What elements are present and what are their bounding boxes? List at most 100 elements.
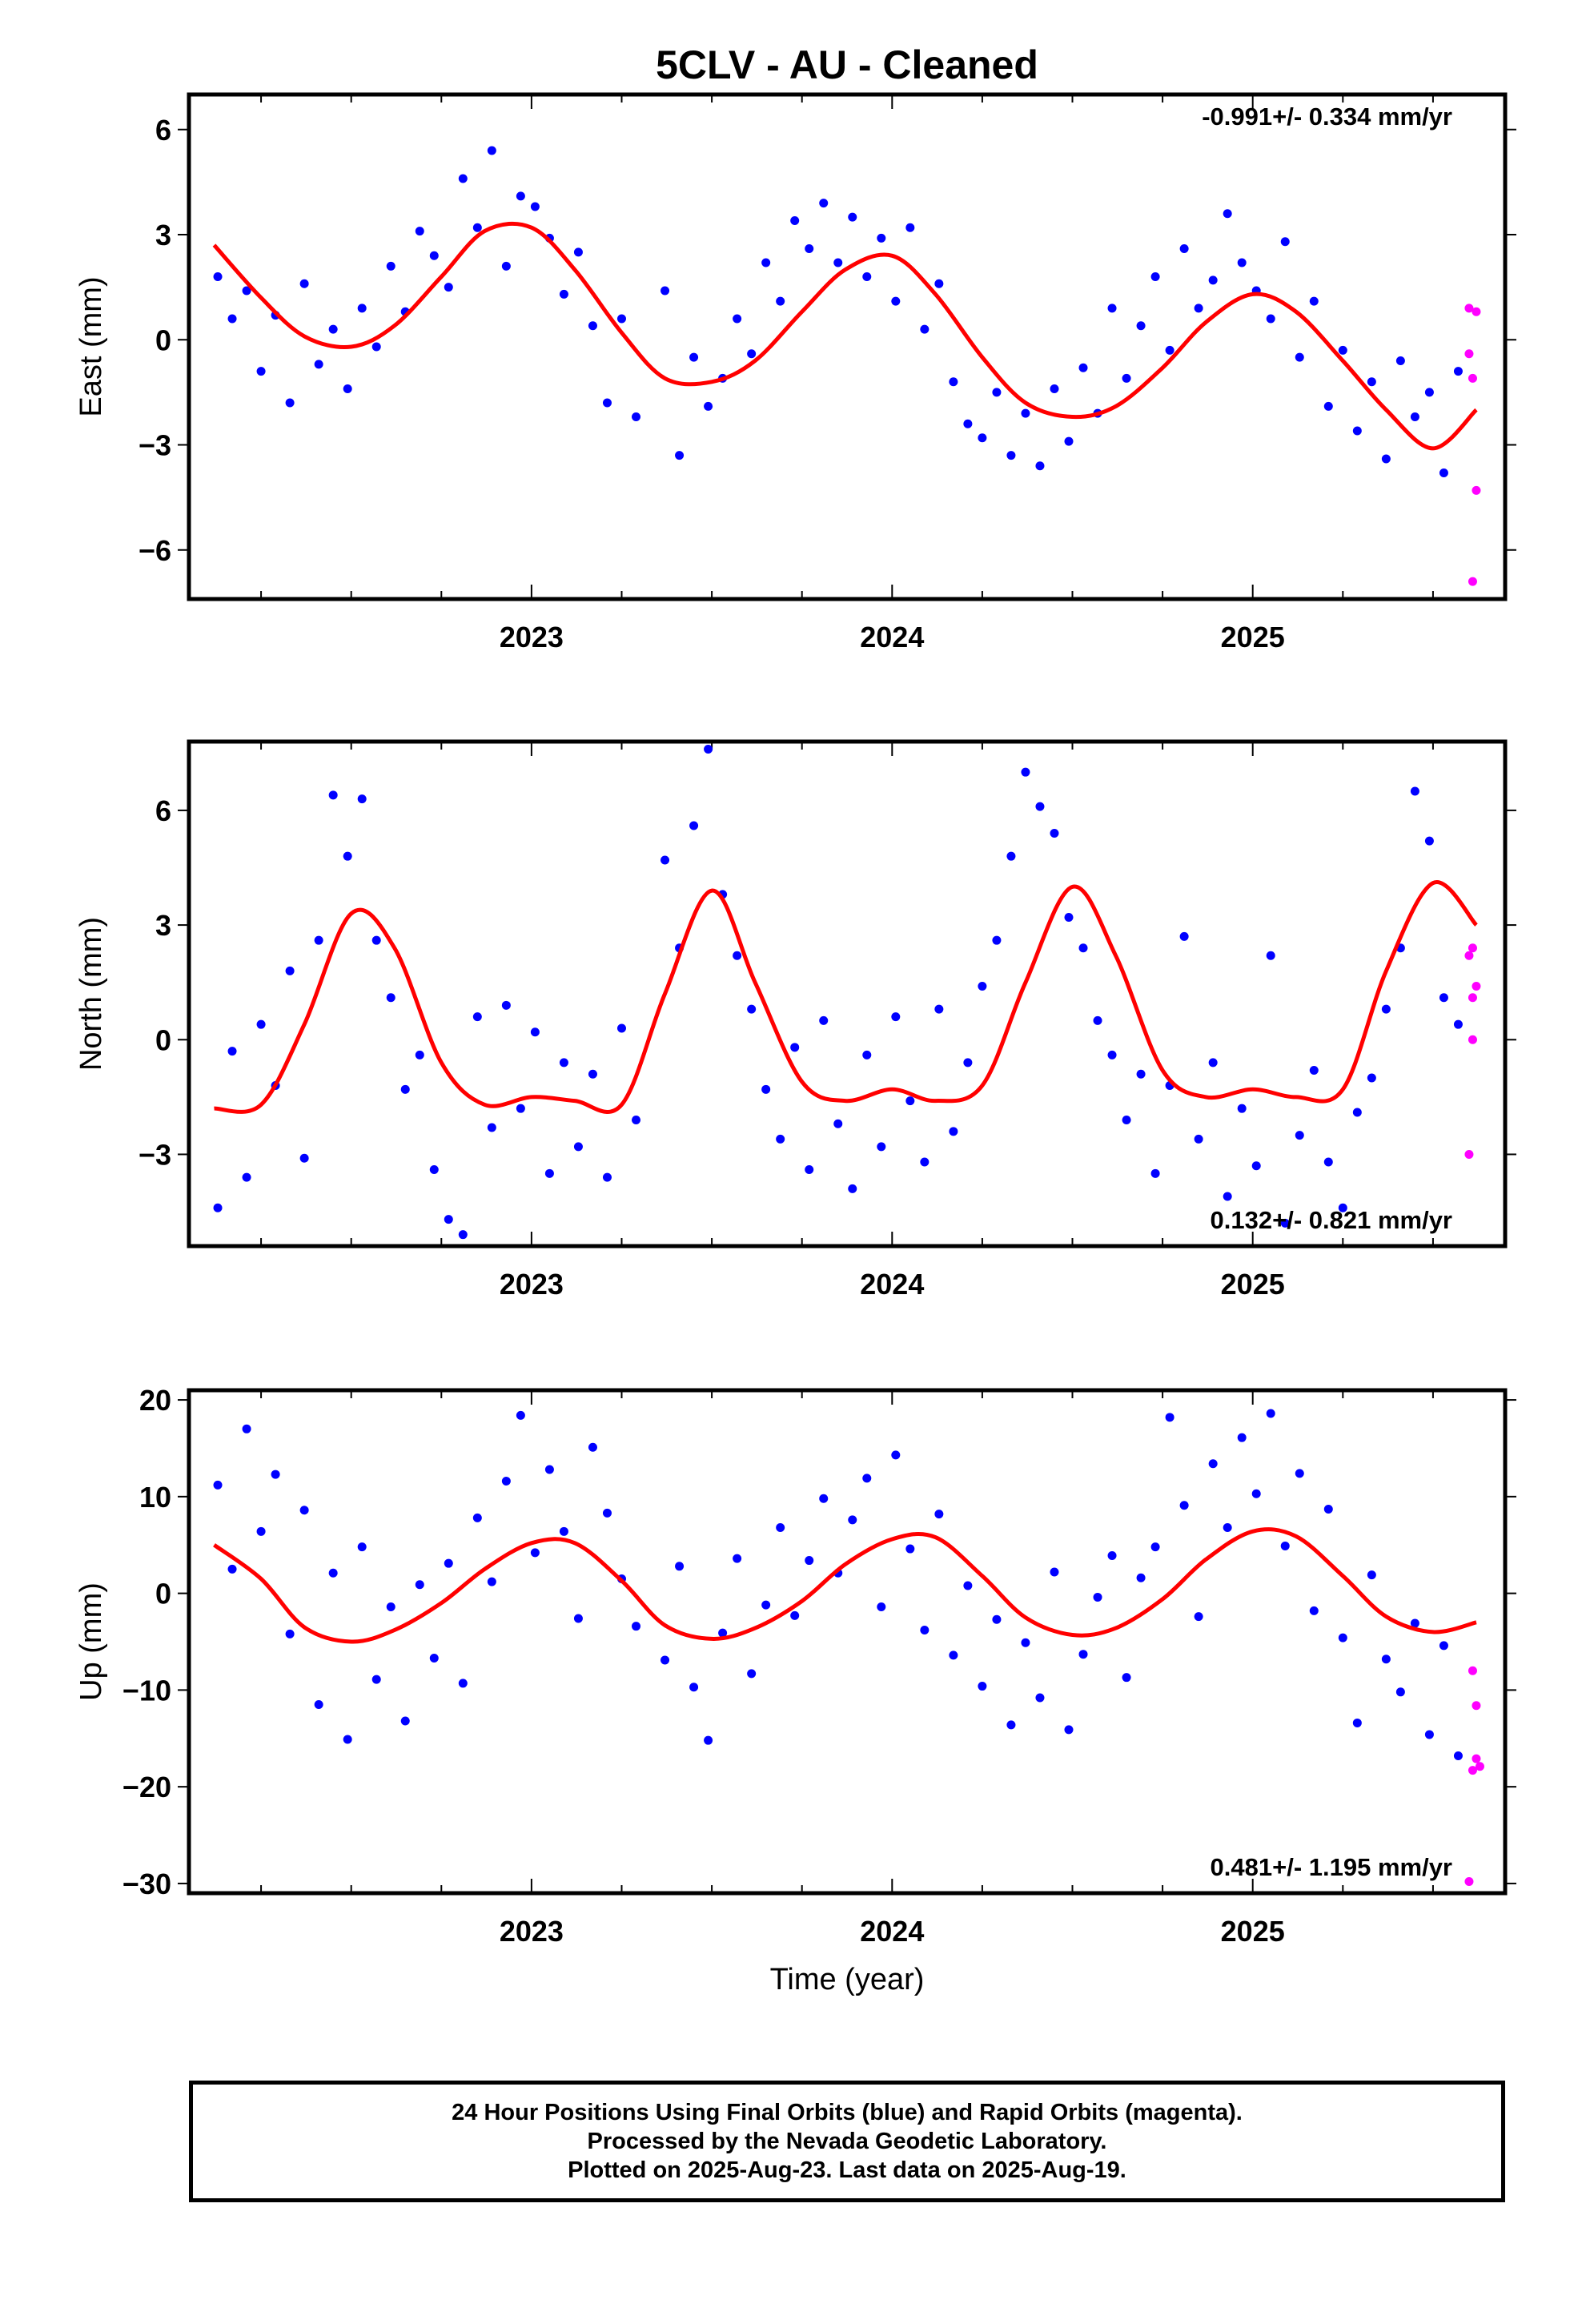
y-tick-label: 0 — [155, 1023, 171, 1056]
final-orbit-point — [1194, 304, 1203, 313]
plot-frame — [187, 92, 1508, 601]
final-orbit-point — [1165, 1413, 1174, 1422]
final-orbit-point — [1352, 1108, 1362, 1117]
y-tick-label: 0 — [155, 1578, 171, 1610]
final-orbit-point — [472, 1012, 482, 1022]
final-orbit-point — [848, 1184, 857, 1193]
final-orbit-point — [675, 451, 685, 460]
final-orbit-point — [343, 384, 352, 393]
final-orbit-point — [661, 286, 670, 296]
y-tick-label: −6 — [139, 534, 171, 567]
final-orbit-point — [1367, 377, 1376, 387]
final-orbit-point — [920, 1626, 930, 1635]
final-orbit-point — [371, 342, 381, 352]
final-orbit-point — [1424, 388, 1434, 397]
footer-line: 24 Hour Positions Using Final Orbits (bl… — [452, 2100, 1243, 2125]
rapid-orbit-point — [1468, 577, 1477, 586]
final-orbit-point — [227, 1564, 237, 1574]
final-orbit-point — [805, 1556, 814, 1566]
rapid-orbit-point — [1468, 943, 1477, 953]
final-orbit-point — [1064, 436, 1074, 446]
final-orbit-point — [415, 227, 424, 236]
final-orbit-point — [1021, 1638, 1030, 1647]
rapid-orbit-point — [1475, 1762, 1484, 1771]
final-orbit-point — [602, 1508, 612, 1518]
velocity-rate-label: 0.481+/- 1.195 mm/yr — [1211, 1853, 1452, 1881]
final-orbit-point — [1295, 1469, 1304, 1478]
plot-area — [213, 1409, 1484, 1887]
final-orbit-point — [1093, 1592, 1102, 1602]
final-orbit-point — [343, 1735, 352, 1744]
final-orbit-point — [213, 1480, 223, 1490]
final-orbit-point — [1223, 1522, 1232, 1532]
y-tick-label: −3 — [139, 1138, 171, 1171]
final-orbit-point — [1295, 352, 1304, 362]
final-orbit-point — [1078, 943, 1088, 953]
final-orbit-point — [1208, 275, 1218, 285]
final-orbit-point — [530, 202, 540, 211]
final-orbit-point — [992, 935, 1002, 945]
final-orbit-point — [934, 1004, 944, 1014]
final-orbit-point — [1237, 258, 1247, 267]
y-axis-label: Up (mm) — [74, 1582, 108, 1701]
final-orbit-point — [472, 1513, 482, 1522]
final-orbit-point — [776, 1522, 785, 1532]
final-orbit-point — [1223, 1192, 1232, 1201]
final-orbit-point — [544, 1168, 554, 1178]
final-orbit-point — [227, 314, 237, 324]
final-orbit-point — [776, 1134, 785, 1144]
final-orbit-point — [1021, 408, 1030, 418]
final-orbit-point — [1165, 345, 1174, 355]
final-orbit-point — [949, 377, 958, 387]
final-orbit-point — [602, 1172, 612, 1182]
final-orbit-point — [1280, 237, 1290, 247]
final-orbit-point — [271, 1470, 280, 1479]
final-orbit-point — [862, 1474, 872, 1483]
final-orbit-point — [920, 324, 930, 334]
final-orbit-point — [891, 1450, 901, 1460]
chart-title: 5CLV - AU - Cleaned — [656, 42, 1038, 87]
final-orbit-point — [343, 851, 352, 861]
x-tick-label: 2023 — [500, 621, 564, 653]
final-orbit-point — [1352, 1718, 1362, 1727]
final-orbit-point — [704, 745, 713, 754]
final-orbit-point — [559, 289, 568, 299]
final-orbit-point — [689, 352, 699, 362]
final-orbit-point — [1395, 356, 1405, 365]
rapid-orbit-point — [1472, 307, 1481, 316]
x-tick-label: 2025 — [1221, 1268, 1285, 1301]
final-orbit-point — [1381, 1655, 1391, 1664]
final-orbit-point — [934, 1510, 944, 1519]
final-orbit-point — [472, 223, 482, 232]
final-orbit-point — [1410, 1618, 1419, 1628]
final-orbit-point — [963, 419, 973, 428]
plot-area — [212, 146, 1481, 586]
footer-box: 24 Hour Positions Using Final Orbits (bl… — [189, 2081, 1505, 2202]
final-orbit-point — [1338, 345, 1347, 355]
final-orbit-point — [501, 261, 511, 271]
final-orbit-point — [1179, 244, 1189, 253]
final-orbit-point — [1309, 1065, 1319, 1075]
final-orbit-point — [819, 1015, 829, 1025]
final-orbit-point — [747, 1669, 757, 1679]
final-orbit-point — [299, 1506, 309, 1515]
final-orbit-point — [1179, 931, 1189, 941]
final-orbit-point — [790, 216, 800, 225]
final-orbit-point — [877, 1602, 886, 1612]
final-orbit-point — [689, 1683, 699, 1692]
final-orbit-point — [328, 790, 338, 800]
final-orbit-point — [429, 1654, 439, 1663]
final-orbit-point — [891, 296, 901, 306]
final-orbit-point — [949, 1127, 958, 1136]
plot-frame — [187, 1388, 1508, 1896]
final-orbit-point — [458, 174, 468, 183]
final-orbit-point — [675, 1562, 685, 1571]
panel-3: 2023 2024 2025 −30 −20 −10 0 10 20 Up (mm) 0.481+/… — [74, 1384, 1516, 1948]
x-tick-label: 2024 — [860, 1268, 924, 1301]
y-tick-label: 0 — [155, 324, 171, 356]
final-orbit-point — [415, 1580, 424, 1590]
x-tick-label: 2024 — [860, 621, 924, 653]
final-orbit-point — [1150, 1168, 1160, 1178]
final-orbit-point — [747, 1004, 757, 1014]
final-orbit-point — [905, 1096, 915, 1106]
